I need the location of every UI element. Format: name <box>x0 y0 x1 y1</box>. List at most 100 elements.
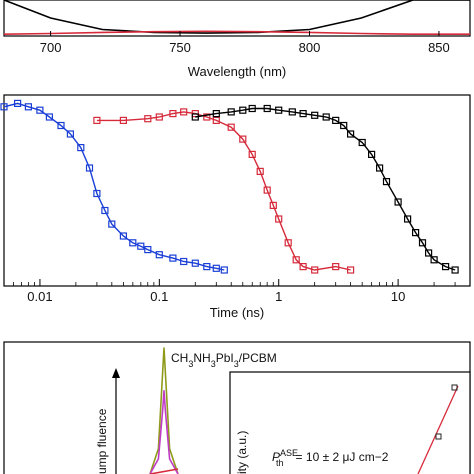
decay-point <box>299 263 307 271</box>
decay-point <box>212 264 220 272</box>
decay-x-tick-label: 10 <box>391 289 405 304</box>
decay-point <box>347 130 355 138</box>
threshold-fit-line <box>417 385 459 474</box>
decay-frame <box>3 94 471 287</box>
decay-point <box>404 215 412 223</box>
decay-point <box>412 229 420 237</box>
decay-point <box>275 106 283 114</box>
decay-panel: 0.01 0.1 1 10 Time (ns) <box>0 94 471 320</box>
decay-point <box>45 113 54 121</box>
decay-point <box>119 116 128 125</box>
decay-point <box>212 109 220 118</box>
decay-point <box>248 104 256 113</box>
decay-point <box>0 103 8 111</box>
decay-point <box>169 109 177 118</box>
decay-point <box>155 113 163 121</box>
decay-point <box>284 239 292 247</box>
decay-point <box>368 150 376 158</box>
decay-point <box>119 232 128 240</box>
decay-point <box>248 150 256 158</box>
fluence-arrow-label: ump fluence <box>95 408 109 474</box>
decay-point <box>180 257 188 266</box>
decay-point <box>191 113 199 121</box>
decay-point <box>227 123 235 131</box>
decay-fit-0 <box>3 102 225 271</box>
decay-point <box>322 113 330 121</box>
decay-x-tick-label: 0.01 <box>27 289 52 304</box>
threshold-label: PASE th = 10 ± 2 μJ cm−2 <box>272 448 389 468</box>
spectrum-frame <box>3 0 471 37</box>
spectrum-x-tick-label: 800 <box>299 40 321 55</box>
spectrum-series-0 <box>3 0 470 34</box>
decay-point <box>418 239 427 247</box>
decay-point <box>256 167 264 175</box>
decay-point <box>212 116 220 125</box>
decay-point <box>263 186 271 194</box>
decay-point <box>220 266 228 274</box>
decay-point <box>57 121 65 130</box>
decay-point <box>180 108 188 116</box>
decay-point <box>129 239 137 247</box>
decay-point <box>347 266 355 274</box>
ase-peak-2 <box>149 468 179 474</box>
decay-point <box>24 103 32 111</box>
decay-point <box>442 263 450 271</box>
decay-point <box>288 108 296 116</box>
decay-point <box>382 178 391 186</box>
decay-point <box>85 164 94 172</box>
decay-point <box>340 121 348 130</box>
decay-point <box>269 201 277 209</box>
decay-point <box>203 263 211 271</box>
spectrum-x-tick-label: 750 <box>169 40 191 55</box>
decay-point <box>332 263 340 271</box>
decay-point <box>239 106 247 114</box>
decay-point <box>311 266 319 274</box>
decay-x-tick-label: 1 <box>275 289 282 304</box>
decay-point <box>311 111 319 119</box>
ase-peak-1 <box>149 390 179 474</box>
spectrum-series-1 <box>3 30 470 35</box>
threshold-inset <box>229 371 471 474</box>
decay-point <box>14 99 22 108</box>
decay-point <box>376 164 384 172</box>
decay-point <box>36 106 44 114</box>
decay-point <box>430 256 438 264</box>
decay-point <box>169 254 177 262</box>
decay-point <box>77 144 85 152</box>
decay-point <box>394 198 402 206</box>
spectrum-x-tick-label: 700 <box>40 40 62 55</box>
decay-point <box>451 266 459 274</box>
decay-point <box>203 113 211 121</box>
decay-x-axis-label: Time (ns) <box>210 305 264 320</box>
decay-x-tick-label: 0.1 <box>150 289 168 304</box>
threshold-point <box>435 433 442 440</box>
spectrum-x-tick-label: 850 <box>428 40 450 55</box>
decay-point <box>93 116 101 125</box>
decay-point <box>299 109 307 118</box>
spectrum-panel: 700 750 800 850 Wavelength (nm) <box>3 0 471 79</box>
decay-point <box>66 130 75 138</box>
decay-point <box>137 242 145 250</box>
decay-fit-2 <box>195 107 456 271</box>
threshold-point <box>451 384 458 391</box>
decay-point <box>292 256 300 264</box>
decay-point <box>191 259 199 267</box>
decay-point <box>425 249 433 257</box>
spectrum-x-axis-label: Wavelength (nm) <box>188 64 287 79</box>
decay-point <box>155 251 163 259</box>
decay-point <box>144 246 152 254</box>
ase-panel: CH3NH3PbI3/PCBM ump fluence ity (a.u.) P… <box>3 341 471 474</box>
decay-point <box>93 189 101 198</box>
decay-point <box>358 138 366 147</box>
decay-point <box>227 108 235 116</box>
decay-point <box>144 115 152 123</box>
decay-point <box>101 206 109 215</box>
fluence-arrowhead <box>112 368 120 378</box>
inset-y-axis-label: ity (a.u.) <box>235 431 249 474</box>
ase-peak-0 <box>149 347 179 474</box>
decay-point <box>239 135 247 143</box>
decay-point <box>263 104 271 113</box>
compound-label: CH3NH3PbI3/PCBM <box>171 351 277 369</box>
decay-point <box>108 220 116 228</box>
